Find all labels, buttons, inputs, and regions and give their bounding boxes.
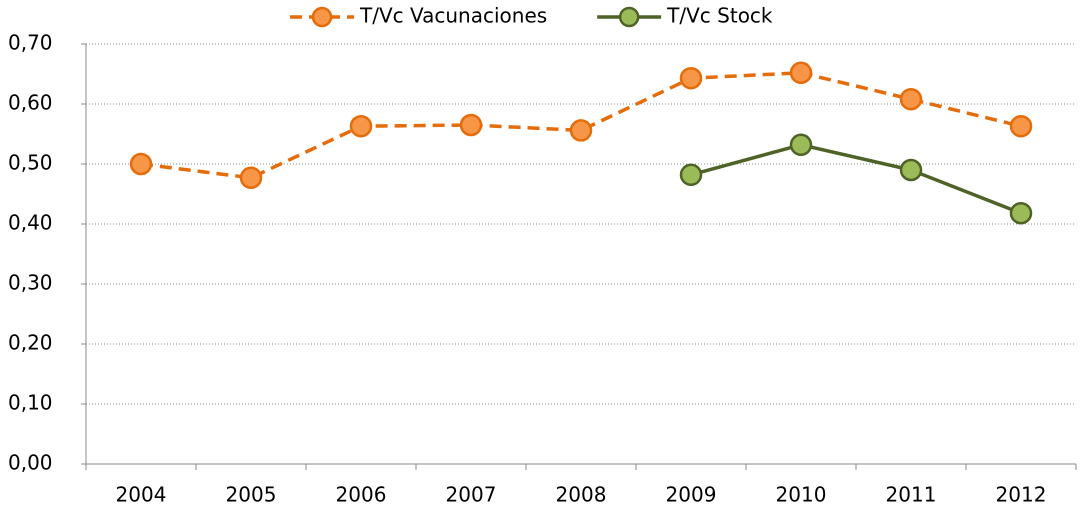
- x-tick-label: 2012: [996, 483, 1047, 507]
- y-tick-label: 0,30: [8, 271, 53, 295]
- x-tick-label: 2008: [556, 483, 607, 507]
- data-point: [129, 152, 153, 176]
- data-point: [679, 66, 703, 90]
- x-tick-label: 2011: [886, 483, 937, 507]
- data-point: [789, 61, 813, 85]
- data-point: [239, 166, 263, 190]
- data-point: [1009, 201, 1033, 225]
- x-tick-label: 2006: [336, 483, 387, 507]
- data-point: [899, 158, 923, 182]
- y-tick-label: 0,60: [8, 91, 53, 115]
- data-point: [459, 113, 483, 137]
- series-line: [690, 142, 1022, 215]
- y-tick-label: 0,40: [8, 211, 53, 235]
- y-tick-label: 0,10: [8, 391, 53, 415]
- y-tick-label: 0,00: [8, 451, 53, 475]
- x-tick-label: 2004: [116, 483, 167, 507]
- data-point: [789, 133, 813, 157]
- legend-label: T/Vc Vacunaciones: [359, 4, 547, 28]
- legend-marker: [618, 6, 640, 28]
- y-tick-label: 0,70: [8, 31, 53, 55]
- y-tick-label: 0,20: [8, 331, 53, 355]
- data-point: [679, 163, 703, 187]
- y-tick-label: 0,50: [8, 151, 53, 175]
- legend-label: T/Vc Stock: [666, 4, 773, 28]
- legend-marker: [311, 6, 333, 28]
- x-tick-label: 2009: [666, 483, 717, 507]
- data-point: [899, 87, 923, 111]
- x-tick-label: 2005: [226, 483, 277, 507]
- data-point: [349, 114, 373, 138]
- x-tick-label: 2010: [776, 483, 827, 507]
- data-point: [1009, 114, 1033, 138]
- x-tick-label: 2007: [446, 483, 497, 507]
- data-point: [569, 119, 593, 142]
